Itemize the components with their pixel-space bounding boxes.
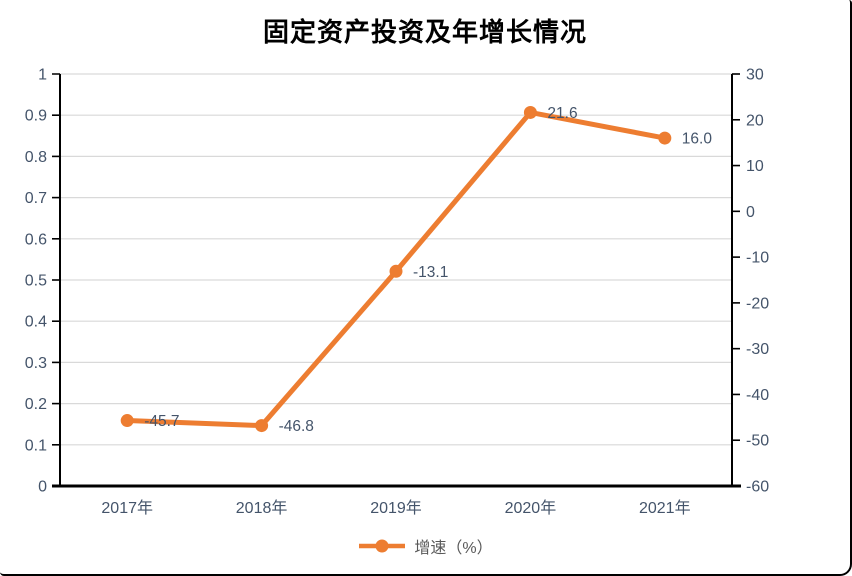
data-label: -46.8 bbox=[279, 418, 314, 435]
chart-legend: 增速（%） bbox=[0, 533, 850, 559]
data-point bbox=[120, 414, 134, 428]
left-axis-tick-label: 0.8 bbox=[25, 149, 47, 166]
right-axis-tick-label: 30 bbox=[746, 67, 764, 84]
data-point bbox=[523, 105, 537, 119]
left-axis-tick-label: 0.4 bbox=[25, 314, 47, 331]
data-label: -13.1 bbox=[413, 264, 448, 281]
right-axis-tick-label: -60 bbox=[746, 479, 769, 496]
left-axis-tick-label: 0.2 bbox=[25, 396, 47, 413]
right-axis-tick-label: -20 bbox=[746, 295, 769, 312]
x-axis-category-label: 2017年 bbox=[101, 499, 153, 517]
left-axis-tick-label: 0 bbox=[38, 479, 47, 496]
left-axis-tick-label: 0.7 bbox=[25, 190, 47, 207]
data-label: -45.7 bbox=[144, 413, 179, 430]
left-axis-tick-label: 0.3 bbox=[25, 355, 47, 372]
data-point bbox=[658, 131, 672, 145]
right-axis-tick-label: -30 bbox=[746, 341, 769, 358]
legend-dot-icon bbox=[375, 539, 389, 553]
right-axis-tick-label: -40 bbox=[746, 387, 769, 404]
data-label: 21.6 bbox=[547, 105, 577, 122]
data-point bbox=[255, 419, 269, 433]
x-axis-category-label: 2020年 bbox=[505, 499, 557, 517]
chart-title: 固定资产投资及年增长情况 bbox=[262, 17, 587, 47]
left-axis-tick-label: 0.1 bbox=[25, 437, 47, 454]
legend-line-marker-icon bbox=[359, 539, 406, 553]
right-axis-tick-label: -50 bbox=[746, 433, 769, 450]
x-axis-category-label: 2021年 bbox=[639, 499, 691, 517]
left-axis-tick-label: 0.6 bbox=[25, 231, 47, 248]
left-axis-tick-label: 0.5 bbox=[25, 273, 47, 290]
legend-label: 增速（%） bbox=[414, 540, 493, 557]
right-axis-tick-label: 10 bbox=[746, 158, 764, 175]
right-axis-tick-label: 0 bbox=[746, 204, 755, 221]
x-axis-category-label: 2018年 bbox=[236, 499, 288, 517]
right-axis-tick-label: -10 bbox=[746, 250, 769, 267]
data-label: 16.0 bbox=[682, 131, 713, 148]
data-point bbox=[389, 264, 403, 278]
right-axis-tick-label: 20 bbox=[746, 112, 764, 129]
x-axis-category-label: 2019年 bbox=[370, 499, 422, 517]
left-axis-tick-label: 1 bbox=[38, 67, 47, 84]
left-axis-tick-label: 0.9 bbox=[25, 108, 47, 125]
